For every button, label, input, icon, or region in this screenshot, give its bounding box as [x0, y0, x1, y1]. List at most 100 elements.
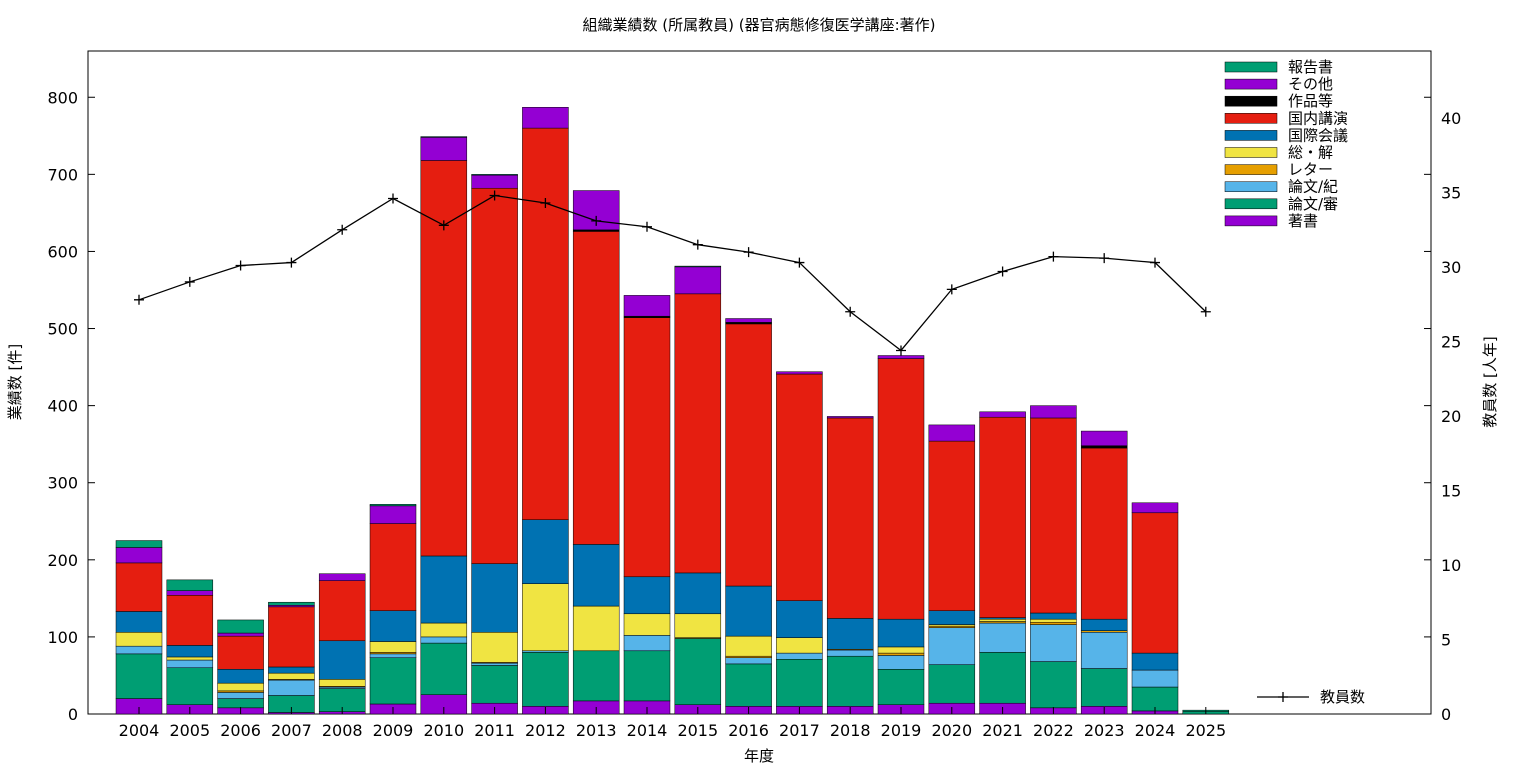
bar-segment: [1030, 624, 1077, 662]
bar-segment: [877, 358, 925, 620]
line-point: [997, 266, 1008, 277]
bar-segment: [115, 645, 163, 655]
legend-label: 総・解: [1288, 144, 1333, 162]
bar-segment: [572, 544, 620, 607]
bar-segment: [725, 323, 772, 587]
bar-segment: [877, 355, 925, 359]
line-point: [1099, 253, 1110, 264]
x-tick-label: 2014: [627, 721, 668, 740]
bar-segment: [1131, 652, 1179, 671]
bar-segment: [979, 652, 1026, 704]
y2-tick-label: 0: [1441, 705, 1451, 724]
bar-segment: [1131, 502, 1179, 514]
line-point: [184, 276, 195, 287]
y-tick-label: 100: [47, 628, 78, 647]
line-point: [591, 215, 602, 226]
x-tick-label: 2013: [576, 721, 617, 740]
bar-segment: [674, 613, 722, 638]
legend-swatch: [1224, 147, 1278, 158]
legend-swatch: [1224, 130, 1278, 141]
x-tick-label: 2018: [830, 721, 871, 740]
bar-segment: [217, 635, 264, 670]
legend-swatch: [1224, 78, 1278, 90]
x-tick-label: 2017: [779, 721, 820, 740]
x-axis-label: 年度: [744, 747, 774, 765]
y-tick-label: 800: [47, 88, 78, 107]
bar-segment: [420, 642, 468, 695]
line-point: [692, 239, 703, 250]
bar-segment: [166, 645, 214, 658]
y2-tick-label: 15: [1441, 482, 1461, 501]
faculty-count-line: [134, 190, 1211, 356]
bar-segment: [776, 373, 823, 601]
bar-segment: [166, 656, 214, 661]
bar-segment: [369, 653, 417, 658]
bar-segment: [369, 657, 417, 705]
bar-segment: [1030, 417, 1077, 614]
legend-label: その他: [1288, 75, 1333, 93]
x-tick-label: 2005: [169, 721, 210, 740]
bar-segment: [369, 641, 417, 653]
x-tick-label: 2023: [1084, 721, 1125, 740]
line-point: [388, 193, 398, 204]
legend-swatch: [1224, 198, 1278, 210]
bar-segment: [115, 611, 163, 633]
bar-segment: [674, 572, 722, 615]
bar-segment: [166, 667, 214, 705]
bar-segment: [217, 698, 264, 709]
x-tick-label: 2009: [373, 721, 414, 740]
stacked-bars: [115, 107, 1230, 715]
bar-segment: [1080, 668, 1128, 707]
bar-segment: [369, 610, 417, 642]
bar-segment: [725, 318, 772, 323]
bar-segment: [1080, 445, 1128, 449]
bar-segment: [268, 679, 315, 696]
legend-label: 論文/審: [1288, 195, 1338, 213]
legend-label: 作品等: [1288, 92, 1333, 110]
bar-segment: [1030, 612, 1077, 620]
bar-segment: [928, 440, 976, 611]
legend-label: 論文/紀: [1288, 178, 1338, 196]
bar-segment: [826, 416, 874, 419]
legend-swatch: [1224, 181, 1278, 192]
x-tick-label: 2004: [119, 721, 160, 740]
line-point: [438, 220, 449, 231]
bar-segment: [471, 187, 518, 564]
y2-axis-label: 教員数 [人年]: [1481, 336, 1499, 427]
x-tick-label: 2021: [982, 721, 1023, 740]
bar-segment: [928, 664, 976, 704]
legend-label: レター: [1288, 161, 1333, 179]
line-point: [743, 247, 754, 258]
bar-segment: [318, 573, 366, 581]
bar-segment: [623, 613, 671, 636]
y-tick-label: 700: [47, 165, 78, 184]
bar-segment: [420, 636, 468, 644]
bar-segment: [826, 618, 874, 650]
bar-segment: [522, 107, 569, 129]
line-point: [489, 190, 500, 201]
bar-segment: [928, 627, 976, 665]
line-point: [286, 257, 297, 268]
legend-label: 著書: [1288, 212, 1318, 230]
bar-segment: [420, 160, 468, 557]
bar-segment: [471, 174, 518, 189]
bar-segment: [115, 562, 163, 612]
line-point: [337, 224, 348, 235]
y2-tick-label: 25: [1441, 333, 1461, 352]
bar-segment: [725, 635, 772, 657]
x-tick-label: 2022: [1033, 721, 1074, 740]
bar-segment: [1080, 618, 1128, 631]
bar-segment: [166, 579, 214, 591]
bar-segment: [115, 653, 163, 699]
bar-segment: [217, 682, 264, 692]
bar-segment: [268, 666, 315, 674]
bar-segment: [522, 583, 569, 652]
bar-segment: [268, 601, 315, 606]
bar-segment: [776, 637, 823, 654]
line-point: [642, 221, 652, 232]
bar-segment: [1030, 618, 1077, 623]
bar-segment: [217, 632, 264, 637]
bar-segment: [115, 540, 163, 548]
bar-segment: [979, 622, 1026, 653]
